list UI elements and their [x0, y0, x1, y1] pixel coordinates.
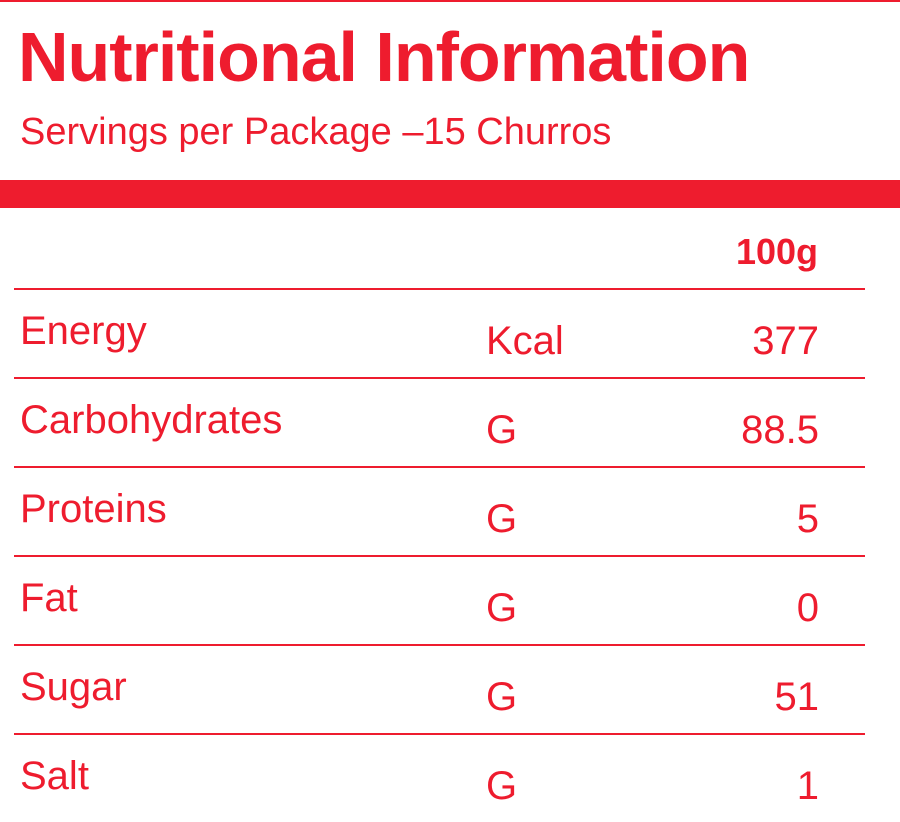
nutrient-name: Sugar	[20, 665, 127, 709]
nutrient-unit: Kcal	[486, 319, 564, 363]
nutrient-unit: G	[486, 675, 518, 719]
nutrient-name: Salt	[20, 754, 89, 798]
nutrient-value: 51	[774, 675, 820, 719]
nutrient-name: Carbohydrates	[20, 398, 283, 442]
header-divider-bar	[0, 180, 900, 208]
nutrient-value: 1	[796, 764, 819, 808]
table-row-sugar: Sugar G 51	[14, 644, 865, 733]
page-title: Nutritional Information	[18, 18, 750, 96]
table-row-carbohydrates: Carbohydrates G 88.5	[14, 377, 865, 466]
nutrient-value: 377	[752, 319, 819, 363]
nutrient-unit: G	[486, 497, 518, 541]
column-header-100g: 100g	[735, 231, 818, 272]
nutrient-value: 5	[796, 497, 819, 541]
table-row-fat: Fat G 0	[14, 555, 865, 644]
nutrient-unit: G	[486, 408, 518, 452]
nutrition-table: Energy Kcal 377 Carbohydrates G 88.5 Pro…	[14, 288, 865, 822]
nutrient-name: Energy	[20, 309, 147, 353]
nutrient-unit: G	[486, 764, 518, 808]
nutrient-name: Proteins	[20, 487, 167, 531]
table-row-energy: Energy Kcal 377	[14, 288, 865, 377]
nutrient-name: Fat	[20, 576, 78, 620]
table-row-salt: Salt G 1	[14, 733, 865, 822]
top-divider	[0, 0, 900, 2]
servings-subtitle: Servings per Package –15 Churros	[20, 111, 612, 153]
nutrient-value: 0	[796, 586, 819, 630]
table-row-proteins: Proteins G 5	[14, 466, 865, 555]
nutrient-unit: G	[486, 586, 518, 630]
nutrient-value: 88.5	[741, 408, 819, 452]
